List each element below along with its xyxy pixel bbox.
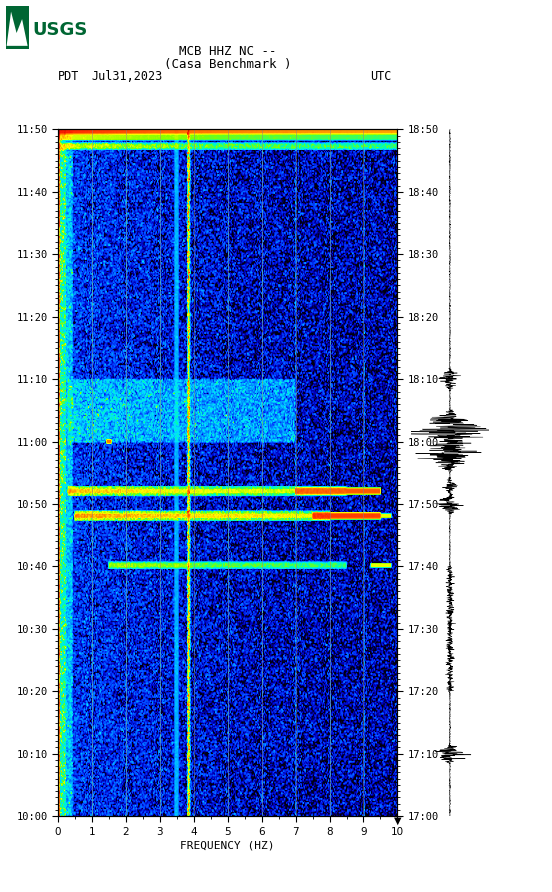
Text: (Casa Benchmark ): (Casa Benchmark )	[164, 58, 291, 71]
Text: UTC: UTC	[370, 70, 392, 83]
Text: USGS: USGS	[32, 21, 87, 38]
Text: ▼: ▼	[394, 816, 401, 826]
Bar	[6, 6, 29, 49]
Text: MCB HHZ NC --: MCB HHZ NC --	[179, 45, 277, 58]
Polygon shape	[7, 12, 28, 45]
Text: PDT: PDT	[58, 70, 79, 83]
X-axis label: FREQUENCY (HZ): FREQUENCY (HZ)	[181, 841, 275, 851]
Text: Jul31,2023: Jul31,2023	[91, 70, 162, 83]
